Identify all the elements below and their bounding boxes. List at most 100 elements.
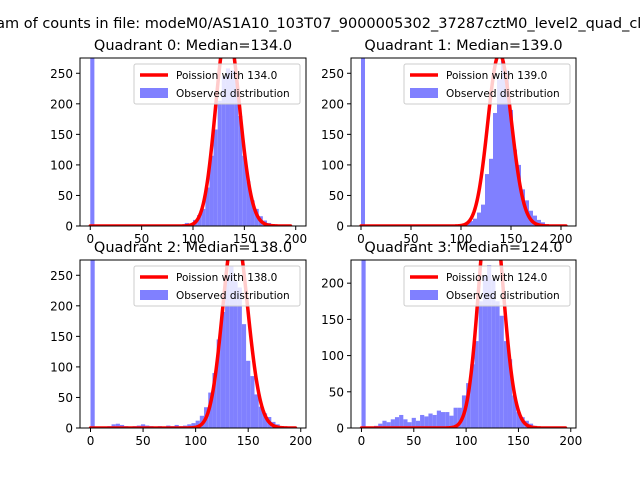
histogram-bar [213, 129, 218, 226]
histogram-bar [478, 301, 483, 428]
histogram-bar [111, 424, 116, 428]
y-tick-label: 50 [58, 391, 73, 405]
y-tick-label: 250 [50, 67, 73, 81]
x-tick-label: 200 [289, 434, 312, 448]
histogram-bar [505, 70, 509, 226]
histogram-bar [217, 100, 222, 226]
histogram-bar [474, 341, 479, 428]
histogram-bar [517, 164, 521, 226]
histogram-bar [246, 360, 251, 428]
legend-box [403, 265, 571, 307]
histogram-bar [220, 311, 226, 428]
histogram-bar [432, 414, 437, 428]
histogram-bar [513, 149, 517, 226]
histogram-bar [411, 417, 416, 428]
legend-hist-label: Observed distribution [446, 290, 560, 302]
histogram-bar [229, 266, 234, 428]
legend-hist-label: Observed distribution [176, 290, 290, 302]
x-tick-label: 150 [500, 232, 523, 246]
histogram-bar [489, 158, 493, 226]
quadrant-3-axes-frame [350, 259, 577, 429]
histogram-bar [140, 424, 146, 428]
histogram-bar [201, 208, 206, 226]
legend-hist-swatch [140, 88, 168, 98]
histogram-bar [424, 416, 429, 428]
poisson-curve [359, 260, 568, 428]
histogram-bar [441, 412, 446, 428]
histogram-bar [225, 275, 230, 428]
x-tick-label: 50 [135, 434, 150, 448]
legend-curve-label: Poission with 124.0 [446, 272, 547, 284]
y-tick-label: 250 [50, 269, 73, 283]
histogram-bar [481, 204, 485, 226]
histogram-bar [382, 420, 387, 428]
histogram-bar [445, 412, 450, 428]
histogram-bar [195, 420, 200, 428]
y-tick-label: 0 [65, 422, 73, 436]
histogram-bar [466, 383, 471, 428]
histogram-bar [241, 324, 247, 428]
quadrant-0-legend: Poission with 134.0 Observed distribution [133, 63, 301, 105]
x-tick-label: 150 [237, 434, 260, 448]
histogram-bar [449, 415, 454, 428]
y-tick-label: 200 [50, 299, 73, 313]
y-tick-label: 0 [336, 220, 344, 234]
legend-curve-label: Poission with 134.0 [176, 70, 277, 82]
histogram-bar [457, 407, 462, 428]
legend-curve-label: Poission with 138.0 [176, 272, 277, 284]
histogram-bar [394, 417, 400, 428]
y-tick-label: 150 [50, 128, 73, 142]
histogram-bar [90, 58, 95, 226]
histogram-bar [221, 76, 226, 226]
quadrant-3-legend: Poission with 124.0 Observed distribution [403, 265, 571, 307]
y-tick-label: 200 [50, 97, 73, 111]
histogram-bar [501, 61, 505, 226]
histogram-bar [537, 219, 541, 226]
histogram-bar [258, 406, 263, 428]
legend-hist-label: Observed distribution [446, 88, 560, 100]
poisson-curve [88, 260, 298, 428]
histogram-bar [250, 200, 255, 226]
histogram-bar [209, 155, 214, 226]
x-tick-label: 0 [357, 232, 365, 246]
histogram-bar [477, 212, 481, 226]
x-tick-label: 100 [450, 232, 473, 246]
histogram-bar [485, 174, 489, 226]
quadrant-3-title: Quadrant 3: Median=124.0 [364, 240, 562, 256]
figure-suptitle: Histogram of counts in file: modeM0/AS1A… [0, 16, 640, 32]
histogram-bar [262, 413, 268, 428]
legend-hist-swatch [140, 290, 168, 300]
y-tick-label: 150 [50, 330, 73, 344]
quadrant-1-title: Quadrant 1: Median=139.0 [364, 38, 562, 54]
quadrant-0-title: Quadrant 0: Median=134.0 [94, 38, 292, 54]
legend-hist-swatch [410, 290, 438, 300]
histogram-bar [212, 373, 217, 428]
histogram-bar [191, 423, 196, 428]
histogram-bar [493, 112, 497, 226]
histogram-bar [469, 221, 473, 226]
histogram-bar [403, 419, 408, 428]
histogram-bar [237, 287, 242, 428]
y-tick-label: 50 [329, 385, 344, 399]
legend-curve-label: Poission with 139.0 [446, 70, 547, 82]
x-tick-label: 50 [134, 232, 149, 246]
poisson-curve [359, 58, 568, 226]
histogram-bar [512, 395, 517, 428]
poisson-curve [88, 58, 293, 226]
quadrant-1-legend: Poission with 139.0 Observed distribution [403, 63, 571, 105]
histogram-bar [254, 394, 259, 428]
histogram-bar [436, 410, 441, 428]
histogram-bar [516, 412, 521, 428]
quadrant-0-chart: Quadrant 0: Median=134.0 0 50 100 150 200 0 50 1… [50, 38, 307, 246]
histogram-bar [238, 116, 243, 226]
x-tick-label: 0 [86, 232, 94, 246]
histogram-bar [491, 279, 496, 428]
y-tick-label: 100 [50, 360, 73, 374]
histogram-bar [509, 109, 513, 226]
legend-hist-swatch [410, 88, 438, 98]
histogram-bar [386, 422, 391, 428]
x-tick-label: 200 [284, 232, 307, 246]
histogram-bar [453, 407, 458, 428]
histogram-bar [246, 181, 251, 226]
